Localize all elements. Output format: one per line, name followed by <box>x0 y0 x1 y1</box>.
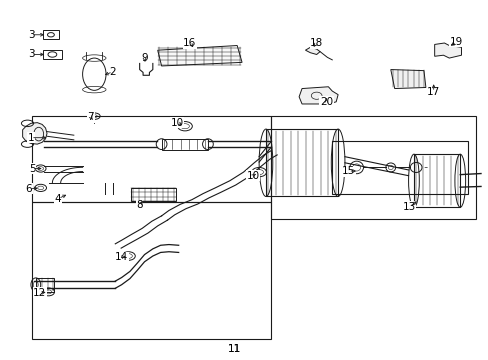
Bar <box>271 116 475 220</box>
Text: 2: 2 <box>109 67 116 77</box>
Polygon shape <box>158 45 242 66</box>
Bar <box>331 140 467 194</box>
Text: 3: 3 <box>28 30 35 40</box>
Polygon shape <box>390 69 425 89</box>
Text: 4: 4 <box>55 194 61 204</box>
Text: 7: 7 <box>87 112 94 122</box>
Text: 10: 10 <box>170 118 183 128</box>
Bar <box>36 278 54 292</box>
Text: 17: 17 <box>426 87 439 97</box>
Text: 3: 3 <box>28 49 35 59</box>
Text: 11: 11 <box>228 344 241 354</box>
Bar <box>43 30 59 39</box>
Text: 6: 6 <box>25 184 32 194</box>
Polygon shape <box>299 87 337 104</box>
Bar <box>131 188 176 201</box>
Text: 20: 20 <box>319 97 332 107</box>
Text: 11: 11 <box>228 344 241 354</box>
Text: 13: 13 <box>402 202 415 212</box>
Bar <box>32 116 271 202</box>
Text: 9: 9 <box>141 53 147 63</box>
Text: 8: 8 <box>136 200 142 210</box>
Text: 1: 1 <box>27 133 34 143</box>
Text: 16: 16 <box>183 38 196 48</box>
Text: 18: 18 <box>309 38 323 48</box>
Text: 12: 12 <box>33 288 46 298</box>
Text: 5: 5 <box>29 163 36 174</box>
Polygon shape <box>434 43 461 58</box>
Polygon shape <box>22 123 47 144</box>
Bar <box>265 129 337 197</box>
Text: 10: 10 <box>246 171 259 181</box>
Bar <box>413 154 459 207</box>
Bar <box>43 50 61 59</box>
Bar <box>32 202 271 338</box>
Text: 15: 15 <box>341 166 354 176</box>
Polygon shape <box>305 47 320 54</box>
Text: 14: 14 <box>115 252 128 262</box>
Text: 19: 19 <box>449 37 462 47</box>
Bar <box>161 139 207 149</box>
